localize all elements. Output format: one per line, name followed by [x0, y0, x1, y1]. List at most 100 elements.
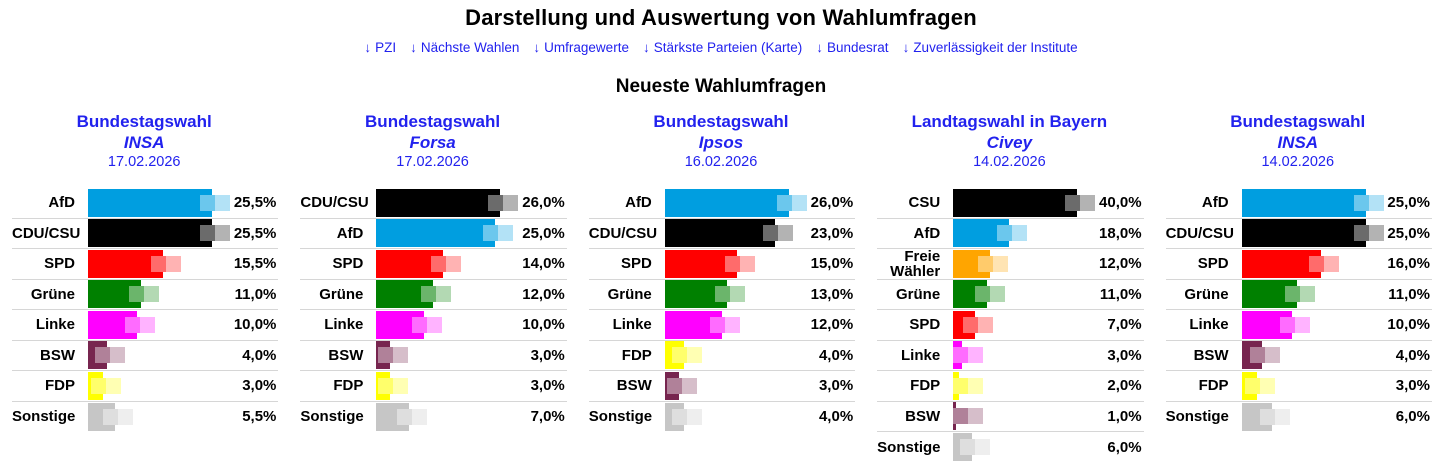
poll-bar-cdu-csu	[88, 219, 212, 248]
poll-table: CDU/CSU 26,0% AfD 25,0% SPD 14,0% Grüne 12,0% Li…	[300, 188, 567, 432]
previous-value-marker-inner	[421, 286, 437, 303]
bar-track	[1241, 341, 1387, 370]
poll-value: 14,0%	[522, 255, 565, 273]
previous-value-marker-outer	[777, 225, 793, 242]
previous-value-marker-outer	[968, 377, 984, 394]
previous-value-marker-outer	[1259, 377, 1275, 394]
bar-track	[376, 310, 521, 339]
nav-link-label: Zuverlässigkeit der Institute	[913, 40, 1078, 55]
previous-value-marker-outer	[118, 408, 133, 425]
down-arrow-icon: ↓	[410, 40, 417, 55]
previous-value-marker-inner	[1249, 347, 1265, 364]
poll-bar-afd	[1241, 188, 1366, 217]
nav-link-staerkste-parteien-karte-[interactable]: ↓ Stärkste Parteien (Karte)	[643, 40, 802, 55]
party-label: SPD	[44, 255, 75, 273]
party-label: Freie Wähler	[890, 247, 941, 280]
poll-row-afd: AfD 25,0%	[300, 219, 567, 249]
down-arrow-icon: ↓	[816, 40, 824, 55]
party-label: BSW	[1193, 346, 1229, 364]
poll-value: 16,0%	[1387, 255, 1430, 273]
previous-value-marker-inner	[1244, 377, 1260, 394]
nav-link-zuverlaessigkeit-der-institute[interactable]: ↓ Zuverlässigkeit der Institute	[903, 40, 1078, 55]
chart-date-link[interactable]: 14.02.2026	[1261, 154, 1335, 170]
previous-value-marker-outer	[993, 255, 1009, 272]
poll-value: 10,0%	[1387, 316, 1430, 334]
down-arrow-icon: ↓	[642, 40, 650, 55]
party-label: AfD	[625, 194, 652, 212]
poll-row-sonstige: Sonstige 6,0%	[1166, 402, 1432, 433]
party-label: FDP	[45, 377, 75, 395]
nav-link-label: Bundesrat	[827, 40, 889, 55]
previous-value-marker-outer	[1264, 347, 1280, 364]
poll-row-sonstige: Sonstige 6,0%	[877, 432, 1143, 463]
poll-value: 23,0%	[810, 224, 854, 242]
bar-track	[88, 280, 233, 309]
bar-track	[88, 341, 233, 370]
previous-value-marker-outer	[1368, 194, 1384, 211]
poll-row-linke: Linke 3,0%	[877, 341, 1144, 371]
chart-institute-link[interactable]: Ipsos	[698, 133, 744, 152]
previous-value-marker-inner	[1065, 194, 1081, 211]
previous-value-marker-inner	[397, 408, 413, 425]
poll-row-bsw: BSW 1,0%	[877, 402, 1144, 432]
poll-value: 1,0%	[1107, 407, 1142, 425]
previous-value-marker-inner	[151, 255, 166, 272]
poll-row-bsw: BSW 3,0%	[300, 341, 567, 371]
party-label: AfD	[1201, 194, 1229, 212]
chart-election-link[interactable]: Landtagswahl in Bayern	[911, 112, 1108, 131]
bar-track	[1241, 219, 1387, 248]
poll-row-bsw: BSW 3,0%	[588, 371, 856, 402]
chart-institute-link[interactable]: INSA	[123, 133, 165, 152]
chart-election-link[interactable]: Bundestagswahl	[1230, 112, 1366, 131]
chart-date-link[interactable]: 17.02.2026	[107, 154, 181, 170]
previous-value-marker-inner	[671, 347, 687, 364]
previous-value-marker-outer	[427, 316, 443, 333]
nav-link-naechste-wahlen[interactable]: ↓ Nächste Wahlen	[410, 40, 519, 55]
chart-election-link[interactable]: Bundestagswahl	[365, 112, 501, 131]
poll-value: 7,0%	[530, 408, 565, 426]
chart-election-link[interactable]: Bundestagswahl	[653, 112, 789, 131]
previous-value-marker-inner	[1284, 286, 1300, 303]
previous-value-marker-outer	[215, 225, 230, 242]
party-label: Linke	[612, 316, 652, 334]
chart-election-link[interactable]: Bundestagswahl	[76, 112, 212, 131]
poll-row-gruene: Grüne 11,0%	[12, 280, 279, 310]
party-label: CDU/CSU	[300, 194, 369, 212]
poll-row-fdp: FDP 3,0%	[300, 371, 567, 402]
chart-date-link[interactable]: 14.02.2026	[973, 154, 1046, 170]
poll-bar-cdu-csu	[1241, 219, 1366, 248]
nav-link-umfragewerte[interactable]: ↓ Umfragewerte	[533, 40, 629, 55]
previous-value-marker-inner	[483, 225, 499, 242]
poll-row-spd: SPD 16,0%	[1165, 249, 1432, 280]
bar-track	[953, 249, 1098, 278]
chart-date-link[interactable]: 17.02.2026	[396, 154, 469, 170]
previous-value-marker-inner	[125, 316, 140, 333]
poll-value: 15,0%	[810, 255, 854, 273]
previous-value-marker-outer	[968, 408, 984, 425]
bar-track	[953, 341, 1098, 370]
poll-value: 12,0%	[522, 285, 565, 303]
poll-value: 4,0%	[818, 408, 854, 426]
poll-row-fdp: FDP 4,0%	[588, 341, 856, 371]
poll-chart-civey-4: Landtagswahl in Bayern Civey 14.02.2026 CSU…	[865, 111, 1153, 463]
bar-track	[664, 188, 810, 217]
nav-link-bundesrat[interactable]: ↓ Bundesrat	[816, 40, 888, 55]
bar-track	[376, 249, 521, 278]
bar-track	[953, 433, 1098, 462]
chart-institute-link[interactable]: Forsa	[409, 133, 456, 152]
previous-value-marker-inner	[724, 255, 740, 272]
previous-value-marker-inner	[666, 377, 682, 394]
nav-link-pzi[interactable]: ↓ PZI	[364, 40, 396, 55]
chart-institute-link[interactable]: INSA	[1277, 133, 1319, 152]
party-label: BSW	[905, 407, 941, 425]
poll-row-linke: Linke 10,0%	[1165, 310, 1432, 341]
poll-row-spd: SPD 7,0%	[877, 310, 1144, 341]
chart-institute-link[interactable]: Civey	[986, 133, 1033, 152]
poll-value: 3,0%	[530, 377, 565, 395]
chart-date-link[interactable]: 16.02.2026	[684, 154, 758, 170]
party-label: Sonstige	[1165, 408, 1229, 426]
poll-value: 3,0%	[1107, 346, 1142, 364]
poll-chart-ipsos-3: Bundestagswahl Ipsos 16.02.2026 AfD 26,0% CDU…	[577, 111, 865, 432]
poll-value: 3,0%	[1395, 377, 1430, 395]
poll-bar-afd	[664, 188, 789, 217]
